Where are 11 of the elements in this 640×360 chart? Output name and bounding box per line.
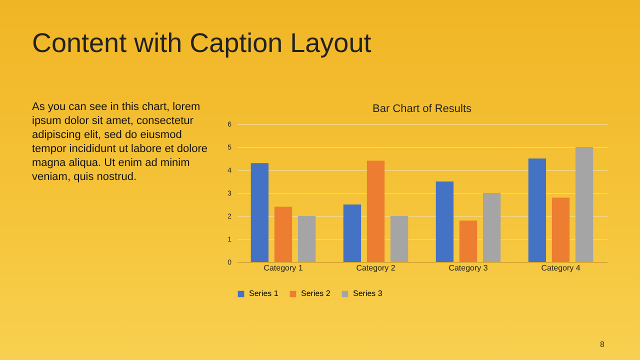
- x-tick-label: Category 2: [356, 264, 396, 272]
- legend-label: Series 2: [301, 289, 331, 298]
- chart-title: Bar Chart of Results: [372, 103, 472, 115]
- text: As you can see in this chart, lorem ipsum dolor sit amet, consectetur adipiscing elit, sed do eiusmod tempor incididunt ut labore et dolore magna aliqua. Ut enim ad minim veniam, quis nostrud.: [32, 100, 208, 184]
- x-tick-label: Category 4: [541, 264, 581, 272]
- legend-label: Series 3: [353, 289, 383, 298]
- x-tick-label: Category 1: [264, 264, 304, 272]
- legend-label: Series 1: [249, 289, 279, 298]
- text: 8: [600, 340, 604, 349]
- text: Content with Caption Layout: [32, 28, 372, 59]
- x-tick-label: Category 3: [448, 264, 488, 272]
